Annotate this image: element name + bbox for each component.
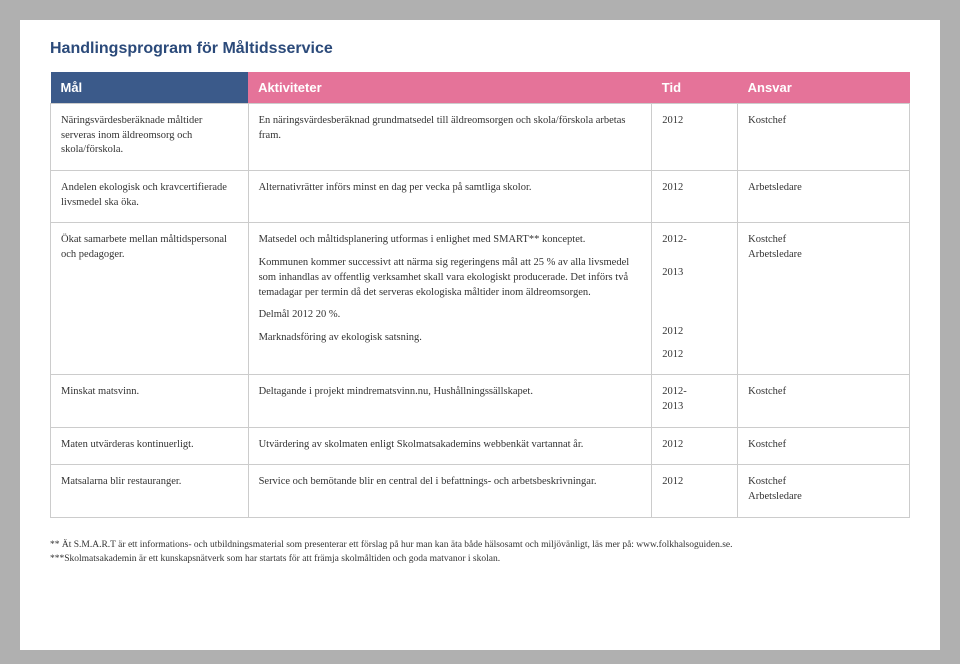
cell-act: Matsedel och måltidsplanering utformas i… xyxy=(248,223,652,375)
cell-ansvar: Kostchef xyxy=(738,104,910,171)
footnote-2: ***Skolmatsakademin är ett kunskapsnätve… xyxy=(50,552,910,566)
cell-tid: 2012 xyxy=(652,104,738,171)
act-para: Matsedel och måltidsplanering utformas i… xyxy=(259,233,642,248)
col-header-ansvar: Ansvar xyxy=(738,72,910,104)
cell-act: Service och bemötande blir en central de… xyxy=(248,465,652,517)
cell-mal: Minskat matsvinn. xyxy=(51,375,249,427)
cell-tid: 2012 xyxy=(652,427,738,465)
tid-para: 2012 xyxy=(662,348,727,363)
table-row: Andelen ekologisk och kravcertifierade l… xyxy=(51,171,910,223)
col-header-mal: Mål xyxy=(51,72,249,104)
table-row: Näringsvärdesberäknade måltider serveras… xyxy=(51,104,910,171)
cell-ansvar: Kostchef Arbetsledare xyxy=(738,465,910,517)
table-row: Matsalarna blir restauranger. Service oc… xyxy=(51,465,910,517)
table-row: Ökat samarbete mellan måltidspersonal oc… xyxy=(51,223,910,375)
table-row: Minskat matsvinn. Deltagande i projekt m… xyxy=(51,375,910,427)
act-para: Delmål 2012 20 %. xyxy=(259,308,642,323)
cell-ansvar: Arbetsledare xyxy=(738,171,910,223)
tid-para: 2012 xyxy=(662,325,727,340)
cell-ansvar: Kostchef Arbetsledare xyxy=(738,223,910,375)
cell-tid: 2012 xyxy=(652,171,738,223)
header-row: Mål Aktiviteter Tid Ansvar xyxy=(51,72,910,104)
act-para: Marknadsföring av ekologisk satsning. xyxy=(259,331,642,346)
cell-ansvar: Kostchef xyxy=(738,375,910,427)
footnote-1: ** Ät S.M.A.R.T är ett informations- och… xyxy=(50,538,910,552)
cell-act: En näringsvärdesberäknad grundmatsedel t… xyxy=(248,104,652,171)
cell-tid: 2012 xyxy=(652,465,738,517)
act-para: Kommunen kommer successivt att närma sig… xyxy=(259,256,642,300)
ansvar-para: Arbetsledare xyxy=(748,490,899,505)
cell-mal: Andelen ekologisk och kravcertifierade l… xyxy=(51,171,249,223)
ansvar-para: Kostchef xyxy=(748,475,899,490)
col-header-tid: Tid xyxy=(652,72,738,104)
cell-act: Deltagande i projekt mindrematsvinn.nu, … xyxy=(248,375,652,427)
cell-tid: 2012- 2013 2012 2012 xyxy=(652,223,738,375)
tid-para: 2013 xyxy=(662,400,727,415)
ansvar-para: Kostchef xyxy=(748,233,899,248)
tid-para: 2012- xyxy=(662,233,727,248)
page-title: Handlingsprogram för Måltidsservice xyxy=(50,40,910,58)
cell-mal: Näringsvärdesberäknade måltider serveras… xyxy=(51,104,249,171)
table-row: Maten utvärderas kontinuerligt. Utvärder… xyxy=(51,427,910,465)
cell-mal: Matsalarna blir restauranger. xyxy=(51,465,249,517)
footnotes: ** Ät S.M.A.R.T är ett informations- och… xyxy=(50,538,910,567)
cell-mal: Maten utvärderas kontinuerligt. xyxy=(51,427,249,465)
program-table: Mål Aktiviteter Tid Ansvar Näringsvärdes… xyxy=(50,72,910,518)
document-page: Handlingsprogram för Måltidsservice Mål … xyxy=(20,20,940,650)
cell-act: Alternativrätter införs minst en dag per… xyxy=(248,171,652,223)
cell-mal: Ökat samarbete mellan måltidspersonal oc… xyxy=(51,223,249,375)
cell-ansvar: Kostchef xyxy=(738,427,910,465)
cell-tid: 2012- 2013 xyxy=(652,375,738,427)
tid-para: 2012- xyxy=(662,385,727,400)
cell-act: Utvärdering av skolmaten enligt Skolmats… xyxy=(248,427,652,465)
col-header-aktiviteter: Aktiviteter xyxy=(248,72,652,104)
tid-para: 2013 xyxy=(662,266,727,281)
ansvar-para: Arbetsledare xyxy=(748,248,899,263)
